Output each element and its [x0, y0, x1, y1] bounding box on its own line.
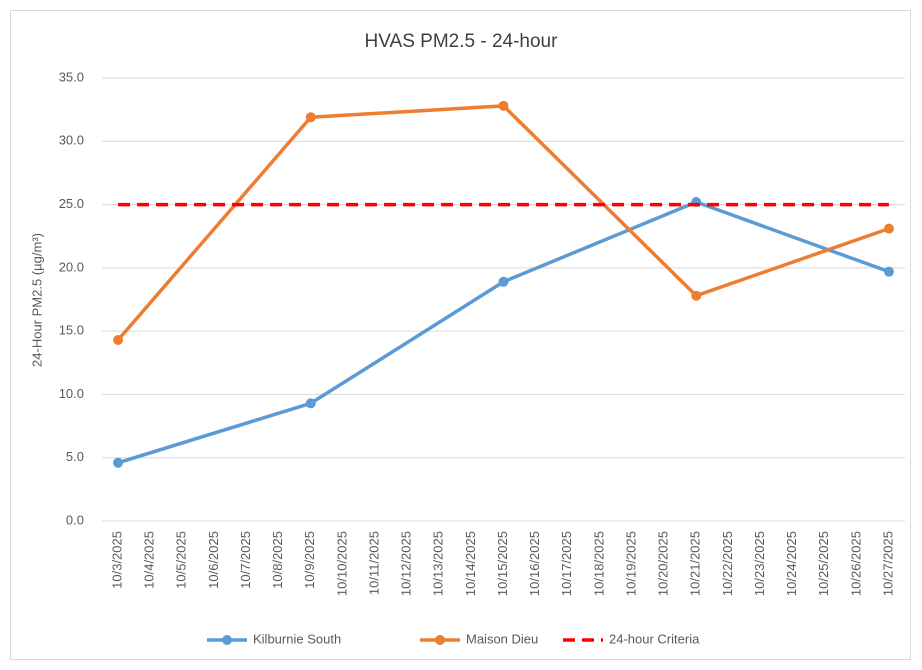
x-tick-label: 10/5/2025 — [174, 531, 189, 589]
x-tick-label: 10/4/2025 — [142, 531, 157, 589]
x-tick-label: 10/11/2025 — [366, 531, 381, 595]
x-tick-label: 10/6/2025 — [206, 531, 221, 589]
y-tick-label: 5.0 — [66, 449, 84, 464]
legend-label: 24-hour Criteria — [609, 631, 700, 646]
x-tick-label: 10/7/2025 — [238, 531, 253, 589]
y-tick-label: 35.0 — [59, 69, 84, 84]
point — [498, 100, 509, 111]
chart-frame — [10, 10, 911, 660]
point — [305, 398, 316, 409]
x-tick-label: 10/14/2025 — [463, 531, 478, 596]
x-tick-label: 10/13/2025 — [431, 531, 446, 596]
legend-marker — [435, 635, 445, 645]
y-tick-label: 15.0 — [59, 323, 84, 338]
x-tick-label: 10/18/2025 — [591, 531, 606, 596]
point — [305, 112, 316, 123]
x-tick-label: 10/19/2025 — [623, 531, 638, 596]
x-tick-label: 10/12/2025 — [399, 531, 414, 596]
x-tick-label: 10/16/2025 — [527, 531, 542, 596]
legend-marker — [222, 635, 232, 645]
y-tick-label: 20.0 — [59, 259, 84, 274]
legend-label: Maison Dieu — [466, 631, 538, 646]
point — [113, 457, 124, 468]
y-tick-label: 30.0 — [59, 133, 84, 148]
legend-label: Kilburnie South — [253, 631, 341, 646]
chart-title: HVAS PM2.5 - 24-hour — [365, 31, 559, 52]
point — [883, 266, 894, 277]
x-tick-label: 10/27/2025 — [880, 531, 895, 596]
x-tick-label: 10/23/2025 — [752, 531, 767, 596]
point — [691, 290, 702, 301]
x-tick-label: 10/21/2025 — [688, 531, 703, 596]
y-tick-label: 10.0 — [59, 386, 84, 401]
x-tick-label: 10/24/2025 — [784, 531, 799, 596]
point — [883, 223, 894, 234]
y-tick-label: 0.0 — [66, 512, 84, 527]
y-tick-label: 25.0 — [59, 196, 84, 211]
x-tick-label: 10/15/2025 — [495, 531, 510, 596]
x-tick-label: 10/9/2025 — [302, 531, 317, 589]
x-tick-label: 10/17/2025 — [559, 531, 574, 596]
x-tick-label: 10/3/2025 — [109, 531, 124, 589]
x-tick-label: 10/8/2025 — [270, 531, 285, 589]
x-tick-label: 10/26/2025 — [848, 531, 863, 596]
point — [498, 276, 509, 287]
x-tick-label: 10/25/2025 — [816, 531, 831, 596]
y-axis-label: 24-Hour PM2.5 (µg/m³) — [29, 233, 44, 367]
x-tick-label: 10/22/2025 — [720, 531, 735, 596]
x-tick-label: 10/10/2025 — [334, 531, 349, 596]
point — [113, 335, 124, 346]
x-tick-label: 10/20/2025 — [656, 531, 671, 596]
